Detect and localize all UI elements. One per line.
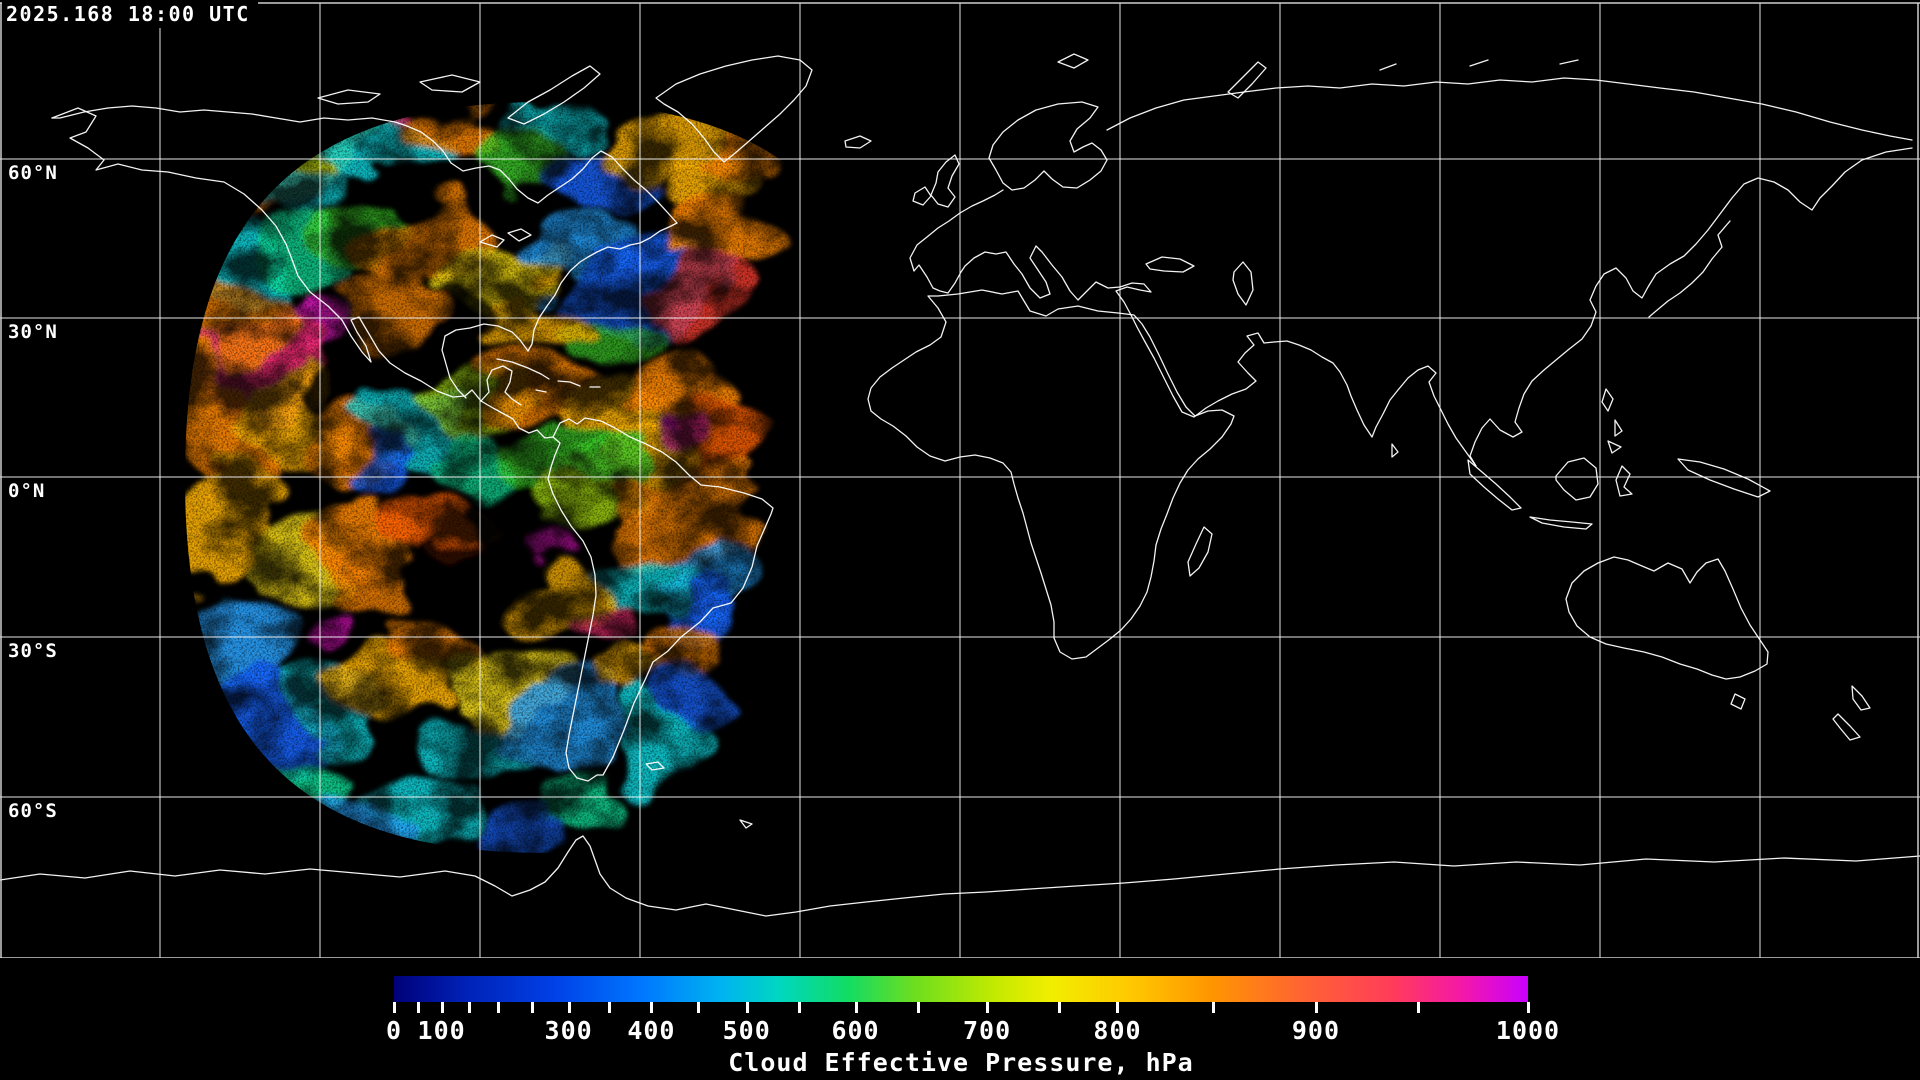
coastline-madagascar [1187, 526, 1213, 577]
colorbar-tick-label: 300 [544, 1016, 593, 1045]
coastline-tasmania [1730, 693, 1746, 710]
colorbar-tick [1211, 1002, 1215, 1013]
colorbar-tick [1527, 1002, 1530, 1013]
colorbar-tick-label: 900 [1291, 1016, 1341, 1045]
coastline-gulf-of-mexico [441, 323, 529, 399]
coastline-arctic-russia [1106, 77, 1913, 141]
map-frame [0, 2, 1920, 958]
colorbar-tick [393, 1002, 396, 1013]
coastline-india-arabia [1130, 314, 1477, 467]
colorbar-tick [467, 1002, 471, 1013]
colorbar-tick [497, 1002, 501, 1013]
coastline-falklands [645, 761, 665, 771]
latitude-label: 0°N [8, 480, 46, 502]
coastline-new-guinea [1677, 458, 1771, 498]
coastline-black-sea [1145, 256, 1195, 273]
colorbar-tick [986, 1002, 990, 1013]
coastline-great-lakes [479, 228, 532, 248]
latitude-label: 30°N [8, 321, 58, 343]
colorbar-tick-label: 700 [963, 1016, 1012, 1045]
latitude-label: 60°S [8, 800, 58, 822]
colorbar-tick [440, 1002, 444, 1013]
world-map [0, 2, 1920, 958]
coastline-north-america-east [51, 105, 678, 352]
colorbar-tick-label: 100 [417, 1016, 466, 1045]
coastline-antarctica [0, 835, 1920, 917]
coastline-caribbean-islands [496, 358, 601, 393]
colorbar-tick [650, 1002, 654, 1013]
coastline-north-america-west [51, 107, 561, 444]
colorbar-tick-label: 400 [627, 1016, 676, 1045]
colorbar-tick-label: 0 [385, 1016, 403, 1045]
graticule-grid [0, 3, 1920, 958]
coastline-greenland [655, 55, 813, 163]
coastline-new-zealand [1832, 685, 1871, 741]
coastline-caspian-sea [1232, 261, 1254, 306]
coastline-mediterranean-europe [909, 189, 1152, 316]
colorbar-tick [1116, 1002, 1120, 1013]
colorbar-tick [854, 1002, 858, 1013]
coastline-scandinavia-baltic [988, 101, 1108, 191]
coastline-arctic-islands [317, 53, 1579, 829]
coastline-philippines [1601, 388, 1623, 454]
coastline-yucatan [480, 365, 522, 406]
colorbar-tick [531, 1002, 535, 1013]
colorbar-tick-label: 600 [831, 1016, 880, 1045]
satellite-data-swath [185, 102, 905, 853]
coastline-sri-lanka [1391, 443, 1399, 458]
colorbar-title: Cloud Effective Pressure, hPa [728, 1048, 1194, 1077]
coastline-indonesia [1467, 457, 1633, 530]
coastline-africa [867, 289, 1235, 660]
colorbar-tick [608, 1002, 612, 1013]
colorbar-tick-label: 1000 [1495, 1016, 1561, 1045]
colorbar-tick [416, 1002, 420, 1013]
latitude-label: 60°N [8, 162, 58, 184]
coastline-japan [1648, 220, 1731, 318]
coastline-australia [1565, 556, 1769, 680]
colorbar-gradient [394, 976, 1528, 1002]
coastlines [0, 53, 1920, 917]
colorbar-tick [1417, 1002, 1420, 1013]
colorbar-tick [567, 1002, 571, 1013]
colorbar-tick [916, 1002, 920, 1013]
colorbar-tick [745, 1002, 749, 1013]
colorbar-tick [696, 1002, 700, 1013]
colorbar-tick [797, 1002, 801, 1013]
latitude-label: 30°S [8, 640, 58, 662]
coastline-british-isles [912, 154, 960, 208]
coastline-iceland [844, 135, 872, 149]
timestamp: 2025.168 18:00 UTC [2, 1, 258, 28]
colorbar-tick-label: 500 [722, 1016, 771, 1045]
colorbar-tick-label: 800 [1093, 1016, 1142, 1045]
coastline-east-asia [1469, 147, 1913, 467]
coastline-south-america [547, 417, 774, 782]
colorbar-tick [1314, 1002, 1318, 1013]
colorbar-tick [1057, 1002, 1061, 1013]
